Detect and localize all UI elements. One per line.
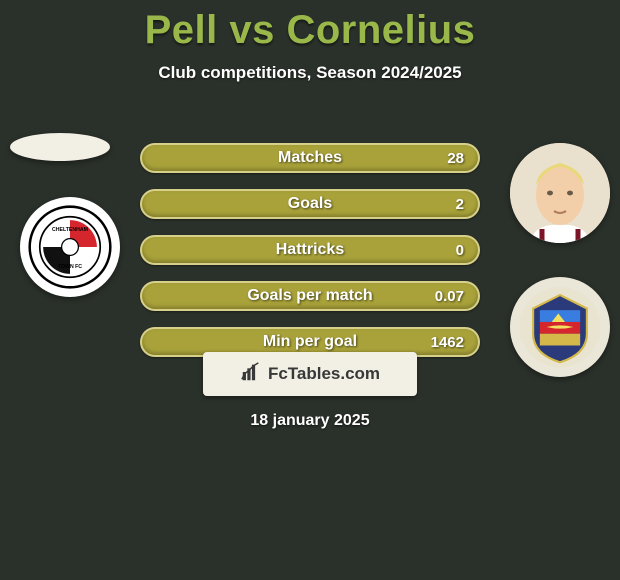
page-title: Pell vs Cornelius bbox=[0, 0, 620, 53]
club-right-badge bbox=[510, 277, 610, 377]
snapshot-date: 18 january 2025 bbox=[0, 412, 620, 430]
svg-text:CHELTENHAM: CHELTENHAM bbox=[52, 227, 88, 233]
bar-chart-icon bbox=[240, 361, 262, 388]
brand-text: FcTables.com bbox=[268, 364, 380, 384]
stat-label: Goals bbox=[142, 191, 478, 217]
stat-value: 0.07 bbox=[435, 283, 464, 309]
stat-value: 0 bbox=[456, 237, 464, 263]
comparison-panel: CHELTENHAM TOWN FC bbox=[0, 123, 620, 383]
stat-bar-goals: Goals 2 bbox=[140, 189, 480, 219]
stat-value: 2 bbox=[456, 191, 464, 217]
stat-label: Goals per match bbox=[142, 283, 478, 309]
stat-bar-goals-per-match: Goals per match 0.07 bbox=[140, 281, 480, 311]
stat-bars: Matches 28 Goals 2 Hattricks 0 Goals per… bbox=[140, 143, 480, 373]
club-left-badge: CHELTENHAM TOWN FC bbox=[20, 197, 120, 297]
stat-label: Matches bbox=[142, 145, 478, 171]
stat-value: 28 bbox=[447, 145, 464, 171]
stat-bar-hattricks: Hattricks 0 bbox=[140, 235, 480, 265]
brand-box[interactable]: FcTables.com bbox=[203, 352, 417, 396]
svg-text:TOWN FC: TOWN FC bbox=[58, 264, 82, 270]
stat-label: Hattricks bbox=[142, 237, 478, 263]
stat-bar-matches: Matches 28 bbox=[140, 143, 480, 173]
cheltenham-badge-icon: CHELTENHAM TOWN FC bbox=[20, 197, 120, 297]
player-left-avatar-placeholder bbox=[10, 133, 110, 161]
stat-value: 1462 bbox=[431, 329, 464, 355]
player-right-avatar bbox=[510, 143, 610, 243]
page-subtitle: Club competitions, Season 2024/2025 bbox=[0, 63, 620, 83]
player-face-icon bbox=[510, 143, 610, 243]
club-right-badge-icon bbox=[510, 277, 610, 377]
